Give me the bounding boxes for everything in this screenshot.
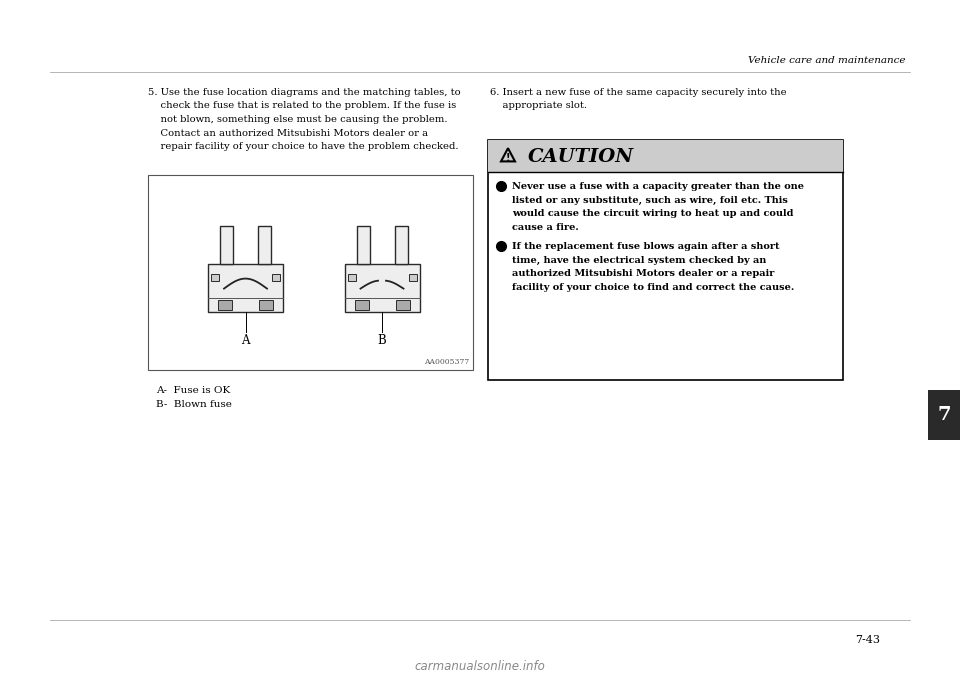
Bar bbox=[148, 175, 473, 370]
Text: 6. Insert a new fuse of the same capacity securely into the: 6. Insert a new fuse of the same capacit… bbox=[490, 88, 786, 97]
Text: Never use a fuse with a capacity greater than the one: Never use a fuse with a capacity greater… bbox=[512, 182, 804, 191]
Bar bbox=[208, 264, 283, 312]
Text: A-  Fuse is OK: A- Fuse is OK bbox=[156, 386, 230, 395]
Bar bbox=[488, 140, 843, 380]
Bar bbox=[220, 226, 233, 264]
Text: A: A bbox=[241, 334, 250, 346]
Text: 5. Use the fuse location diagrams and the matching tables, to: 5. Use the fuse location diagrams and th… bbox=[148, 88, 461, 97]
Bar bbox=[211, 274, 219, 281]
Text: 7-43: 7-43 bbox=[855, 635, 880, 645]
Bar bbox=[345, 264, 420, 312]
Bar bbox=[928, 390, 960, 440]
Text: would cause the circuit wiring to heat up and could: would cause the circuit wiring to heat u… bbox=[512, 209, 794, 218]
Text: If the replacement fuse blows again after a short: If the replacement fuse blows again afte… bbox=[512, 242, 780, 251]
Text: appropriate slot.: appropriate slot. bbox=[490, 102, 587, 111]
Bar bbox=[259, 300, 273, 310]
Text: B-  Blown fuse: B- Blown fuse bbox=[156, 400, 232, 409]
Text: CAUTION: CAUTION bbox=[528, 148, 635, 166]
Text: facility of your choice to find and correct the cause.: facility of your choice to find and corr… bbox=[512, 283, 794, 292]
Text: !: ! bbox=[506, 153, 511, 163]
Text: repair facility of your choice to have the problem checked.: repair facility of your choice to have t… bbox=[148, 142, 459, 151]
Text: cause a fire.: cause a fire. bbox=[512, 222, 579, 231]
Text: Contact an authorized Mitsubishi Motors dealer or a: Contact an authorized Mitsubishi Motors … bbox=[148, 129, 428, 138]
Text: check the fuse that is related to the problem. If the fuse is: check the fuse that is related to the pr… bbox=[148, 102, 456, 111]
Bar bbox=[488, 140, 843, 172]
Bar bbox=[258, 226, 271, 264]
Text: listed or any substitute, such as wire, foil etc. This: listed or any substitute, such as wire, … bbox=[512, 195, 788, 205]
Text: AA0005377: AA0005377 bbox=[423, 358, 469, 366]
Bar bbox=[272, 274, 280, 281]
Bar bbox=[395, 226, 407, 264]
Bar bbox=[354, 300, 369, 310]
Text: Vehicle care and maintenance: Vehicle care and maintenance bbox=[748, 56, 905, 65]
Bar bbox=[356, 226, 370, 264]
Text: 7: 7 bbox=[937, 406, 950, 424]
Bar bbox=[218, 300, 232, 310]
Bar bbox=[348, 274, 355, 281]
Bar bbox=[409, 274, 417, 281]
Text: carmanualsonline.info: carmanualsonline.info bbox=[415, 660, 545, 673]
Text: not blown, something else must be causing the problem.: not blown, something else must be causin… bbox=[148, 115, 447, 124]
Text: time, have the electrical system checked by an: time, have the electrical system checked… bbox=[512, 256, 766, 264]
Text: authorized Mitsubishi Motors dealer or a repair: authorized Mitsubishi Motors dealer or a… bbox=[512, 269, 775, 278]
Polygon shape bbox=[501, 148, 515, 161]
Bar bbox=[396, 300, 410, 310]
Text: B: B bbox=[377, 334, 386, 346]
